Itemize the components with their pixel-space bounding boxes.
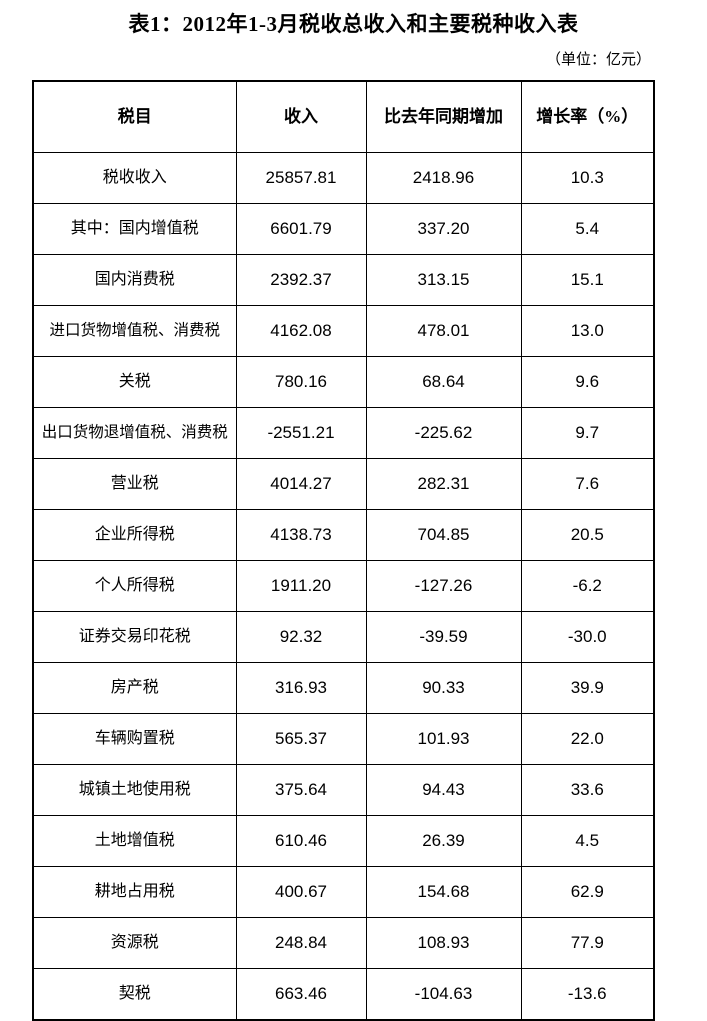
cell-tax-item: 房产税	[32, 662, 237, 714]
page-title: 表1：2012年1-3月税收总收入和主要税种收入表	[128, 12, 579, 36]
cell-growth-rate: 62.9	[520, 866, 655, 918]
cell-growth-rate: 15.1	[520, 254, 655, 306]
cell-growth-rate: 20.5	[520, 509, 655, 561]
cell-revenue: 6601.79	[235, 203, 367, 255]
column-header-growth-rate: 增长率（%）	[520, 80, 655, 153]
cell-tax-item: 土地增值税	[32, 815, 237, 867]
cell-growth-rate: -6.2	[520, 560, 655, 612]
cell-growth-rate: 4.5	[520, 815, 655, 867]
cell-increase: 704.85	[365, 509, 522, 561]
column-header-revenue: 收入	[235, 80, 367, 153]
cell-revenue: 92.32	[235, 611, 367, 663]
cell-tax-item: 税收收入	[32, 152, 237, 204]
cell-growth-rate: 9.7	[520, 407, 655, 459]
cell-tax-item: 国内消费税	[32, 254, 237, 306]
cell-revenue: 610.46	[235, 815, 367, 867]
cell-growth-rate: -30.0	[520, 611, 655, 663]
cell-tax-item: 契税	[32, 968, 237, 1021]
cell-growth-rate: 5.4	[520, 203, 655, 255]
cell-revenue: 565.37	[235, 713, 367, 765]
cell-revenue: 25857.81	[235, 152, 367, 204]
cell-revenue: 663.46	[235, 968, 367, 1021]
cell-revenue: 1911.20	[235, 560, 367, 612]
cell-increase: 313.15	[365, 254, 522, 306]
cell-increase: -104.63	[365, 968, 522, 1021]
cell-increase: 108.93	[365, 917, 522, 969]
cell-increase: 337.20	[365, 203, 522, 255]
cell-increase: 478.01	[365, 305, 522, 357]
cell-increase: 26.39	[365, 815, 522, 867]
cell-increase: 154.68	[365, 866, 522, 918]
cell-growth-rate: 10.3	[520, 152, 655, 204]
cell-revenue: 248.84	[235, 917, 367, 969]
cell-tax-item: 企业所得税	[32, 509, 237, 561]
cell-growth-rate: 22.0	[520, 713, 655, 765]
cell-increase: 2418.96	[365, 152, 522, 204]
cell-tax-item: 出口货物退增值税、消费税	[32, 407, 237, 459]
column-header-item: 税目	[32, 80, 237, 153]
cell-tax-item: 其中：国内增值税	[32, 203, 237, 255]
table-row: 资源税 248.84 108.93 77.9	[32, 917, 655, 969]
cell-increase: 90.33	[365, 662, 522, 714]
cell-tax-item: 城镇土地使用税	[32, 764, 237, 816]
cell-growth-rate: 7.6	[520, 458, 655, 510]
cell-revenue: 316.93	[235, 662, 367, 714]
cell-growth-rate: 33.6	[520, 764, 655, 816]
table-row: 契税 663.46 -104.63 -13.6	[32, 968, 655, 1021]
table-header: 税目 收入 比去年同期增加 增长率（%）	[32, 80, 655, 153]
cell-tax-item: 进口货物增值税、消费税	[32, 305, 237, 357]
cell-increase: -127.26	[365, 560, 522, 612]
table-row: 耕地占用税 400.67 154.68 62.9	[32, 866, 655, 918]
table-row: 车辆购置税 565.37 101.93 22.0	[32, 713, 655, 765]
table-row: 税收收入 25857.81 2418.96 10.3	[32, 152, 655, 204]
cell-tax-item: 资源税	[32, 917, 237, 969]
cell-increase: 68.64	[365, 356, 522, 408]
cell-growth-rate: 13.0	[520, 305, 655, 357]
cell-increase: 282.31	[365, 458, 522, 510]
table-row: 房产税 316.93 90.33 39.9	[32, 662, 655, 714]
table-row: 出口货物退增值税、消费税 -2551.21 -225.62 9.7	[32, 407, 655, 459]
table-row: 关税 780.16 68.64 9.6	[32, 356, 655, 408]
cell-tax-item: 关税	[32, 356, 237, 408]
table-body: 税收收入 25857.81 2418.96 10.3 其中：国内增值税 6601.79 33…	[32, 152, 655, 1021]
cell-growth-rate: 9.6	[520, 356, 655, 408]
table-row: 进口货物增值税、消费税 4162.08 478.01 13.0	[32, 305, 655, 357]
cell-tax-item: 营业税	[32, 458, 237, 510]
table-row: 土地增值税 610.46 26.39 4.5	[32, 815, 655, 867]
cell-revenue: 780.16	[235, 356, 367, 408]
cell-revenue: 4162.08	[235, 305, 367, 357]
tax-table-container: 税目 收入 比去年同期增加 增长率（%） 税收收入 25857.81 2418.96…	[32, 80, 655, 1021]
table-row: 其中：国内增值税 6601.79 337.20 5.4	[32, 203, 655, 255]
column-header-increase: 比去年同期增加	[365, 80, 522, 153]
cell-revenue: 4014.27	[235, 458, 367, 510]
cell-tax-item: 车辆购置税	[32, 713, 237, 765]
cell-growth-rate: 77.9	[520, 917, 655, 969]
table-row: 个人所得税 1911.20 -127.26 -6.2	[32, 560, 655, 612]
cell-tax-item: 证券交易印花税	[32, 611, 237, 663]
cell-revenue: 375.64	[235, 764, 367, 816]
unit-note: （单位：亿元）	[545, 52, 651, 68]
cell-increase: -225.62	[365, 407, 522, 459]
tax-revenue-table: 税目 收入 比去年同期增加 增长率（%） 税收收入 25857.81 2418.96…	[32, 80, 655, 1021]
cell-increase: -39.59	[365, 611, 522, 663]
table-header-row: 税目 收入 比去年同期增加 增长率（%）	[32, 80, 655, 153]
table-row: 企业所得税 4138.73 704.85 20.5	[32, 509, 655, 561]
cell-revenue: 400.67	[235, 866, 367, 918]
cell-increase: 101.93	[365, 713, 522, 765]
table-row: 国内消费税 2392.37 313.15 15.1	[32, 254, 655, 306]
cell-increase: 94.43	[365, 764, 522, 816]
cell-growth-rate: -13.6	[520, 968, 655, 1021]
cell-tax-item: 个人所得税	[32, 560, 237, 612]
table-row: 营业税 4014.27 282.31 7.6	[32, 458, 655, 510]
cell-revenue: 4138.73	[235, 509, 367, 561]
cell-tax-item: 耕地占用税	[32, 866, 237, 918]
cell-revenue: -2551.21	[235, 407, 367, 459]
cell-growth-rate: 39.9	[520, 662, 655, 714]
cell-revenue: 2392.37	[235, 254, 367, 306]
table-row: 证券交易印花税 92.32 -39.59 -30.0	[32, 611, 655, 663]
table-row: 城镇土地使用税 375.64 94.43 33.6	[32, 764, 655, 816]
